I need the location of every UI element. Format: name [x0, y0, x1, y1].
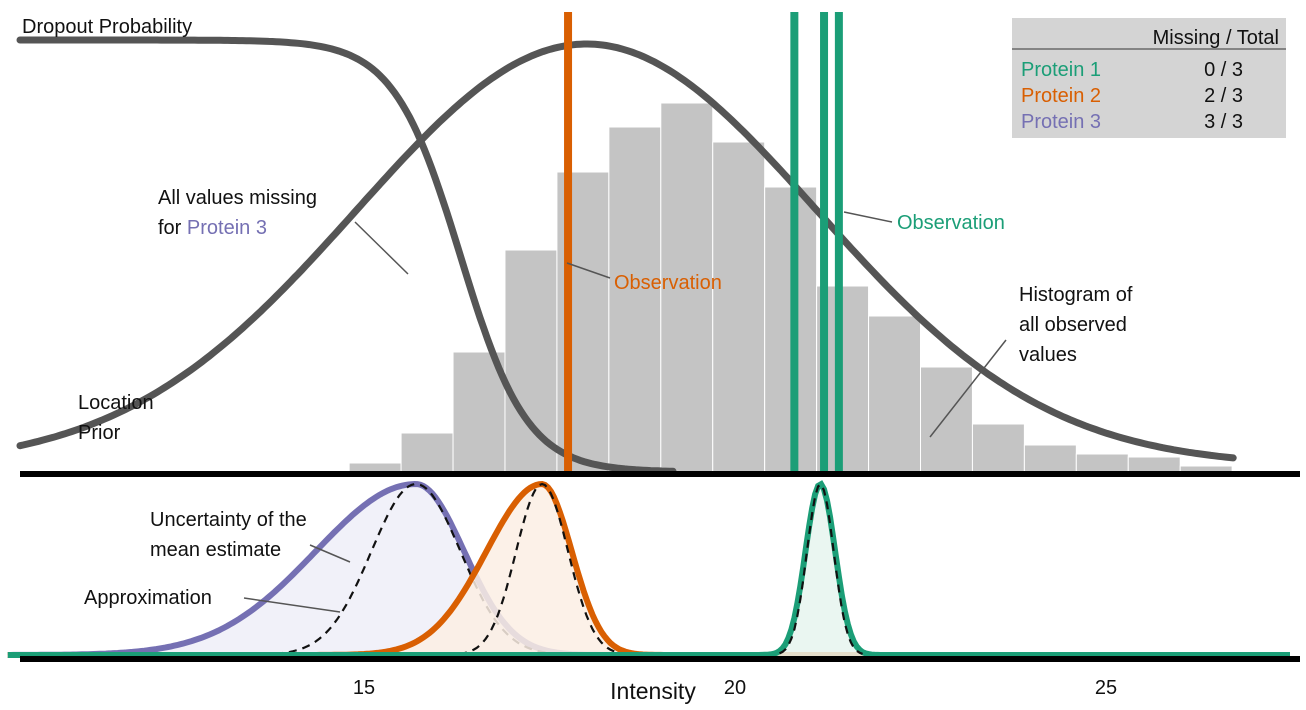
uncertainty-leader [309, 544, 351, 563]
table-row-protein-3: Protein 3 [1021, 111, 1101, 133]
table-value-protein-2: 2 / 3 [1204, 85, 1243, 107]
observation-label-protein-2: Observation [614, 272, 722, 294]
x-axis-title: Intensity [610, 678, 696, 704]
histogram-bar [1075, 453, 1129, 473]
approximation-label: Approximation [84, 587, 212, 609]
histogram-label-line1: Histogram of [1019, 284, 1133, 306]
observations [564, 12, 843, 472]
location-prior-curve [16, 40, 1237, 462]
location-prior-label-line2: Prior [78, 422, 121, 444]
histogram-bar [1023, 444, 1077, 473]
approximation-curve-protein-2 [458, 482, 626, 656]
table-background [1012, 18, 1286, 138]
table-row-protein-1: Protein 1 [1021, 59, 1101, 81]
uncertainty-label-line1: Uncertainty of the [150, 509, 307, 531]
histogram-bar [712, 141, 766, 473]
histogram-bar [868, 315, 921, 473]
missing-annotation-prefix: for [158, 217, 187, 239]
missing-annotation-leader [354, 221, 409, 275]
histogram-leader [929, 339, 1007, 438]
x-tick-label: 15 [353, 677, 375, 699]
table-row-protein-2: Protein 2 [1021, 85, 1101, 107]
x-tick-labels: 15 20 25 [353, 677, 1117, 699]
approximation-leader [243, 597, 341, 613]
x-tick-label: 25 [1095, 677, 1117, 699]
histogram-bar [400, 432, 454, 473]
posterior-curve-protein-1 [7, 480, 1290, 658]
dropout-probability-label: Dropout Probability [22, 16, 192, 38]
table-value-protein-3: 3 / 3 [1204, 111, 1243, 133]
posteriors [7, 480, 1290, 658]
missing-annotation-protein: Protein 3 [187, 217, 267, 239]
observation-1-leader [843, 211, 893, 223]
posterior-fill-protein-3 [7, 484, 1290, 657]
missing-annotation-line1: All values missing [158, 187, 317, 209]
missing-annotation-line2: for Protein 3 [158, 217, 267, 239]
location-prior [16, 40, 1237, 462]
missing-total-table: Missing / Total Protein 1 0 / 3 Protein … [1012, 18, 1286, 138]
histogram-bar [504, 249, 558, 473]
axes [20, 471, 1300, 662]
histogram-bar [660, 102, 714, 473]
histogram-bar [348, 462, 402, 473]
observation-label-protein-1: Observation [897, 212, 1005, 234]
histogram-bar [920, 366, 973, 473]
location-prior-label-line1: Location [78, 392, 154, 414]
annotation-leaders [243, 211, 1007, 613]
histogram-bar [608, 126, 662, 473]
table-header: Missing / Total [1153, 27, 1279, 49]
x-tick-label: 20 [724, 677, 746, 699]
histogram-bar [1127, 456, 1181, 473]
histogram-bar [971, 423, 1025, 473]
uncertainty-label-line2: mean estimate [150, 539, 281, 561]
table-value-protein-1: 0 / 3 [1204, 59, 1243, 81]
histogram-label-line2: all observed [1019, 314, 1127, 336]
observation-2-leader [566, 262, 611, 279]
histogram-label-line3: values [1019, 344, 1077, 366]
